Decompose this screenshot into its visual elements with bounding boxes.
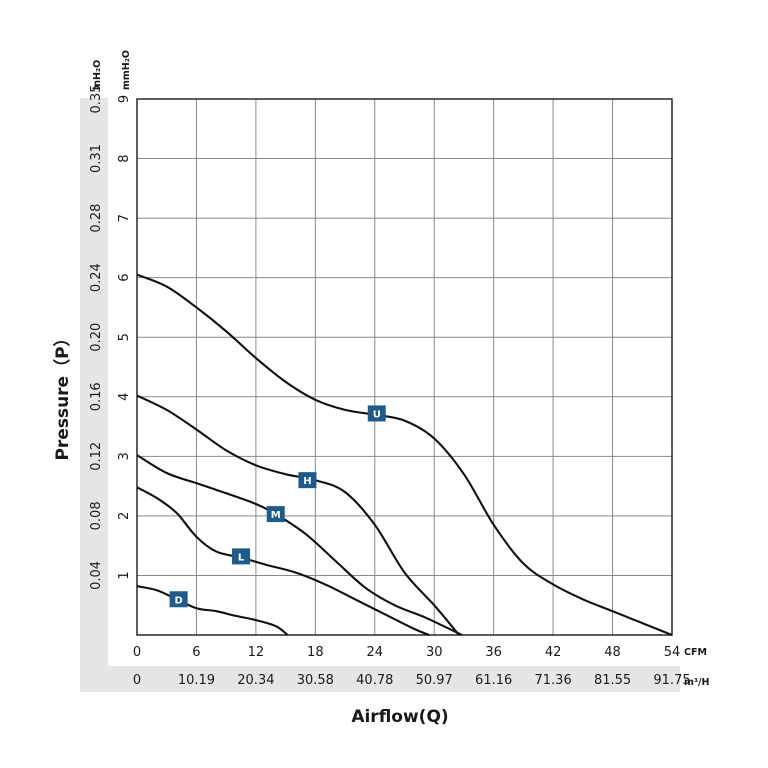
curve-labels: U H M L D xyxy=(169,405,386,608)
y-unit-primary: mmH₂O xyxy=(121,50,132,90)
curve-label-u: U xyxy=(367,405,386,422)
curve-label-text: M xyxy=(271,510,281,521)
x-tick-label: 42 xyxy=(545,645,562,660)
curve-label-text: D xyxy=(174,595,182,606)
x-tick-label: 24 xyxy=(367,645,384,660)
y-unit-secondary: inH₂O xyxy=(92,60,103,90)
y-axis-band xyxy=(80,98,108,692)
x-secondary-tick-label: 71.36 xyxy=(535,673,572,688)
y-tick-label: 7 xyxy=(117,214,132,222)
x-secondary-tick-label: 10.19 xyxy=(178,673,215,688)
curve-l xyxy=(136,486,430,636)
x-secondary-tick-label: 91.75 xyxy=(653,673,690,688)
y-secondary-tick-label: 0.28 xyxy=(89,204,104,233)
performance-curves xyxy=(136,273,673,636)
x-secondary-tick-label: 20.34 xyxy=(237,673,274,688)
y-tick-label: 2 xyxy=(117,512,132,520)
x-secondary-tick-label: 0 xyxy=(133,673,141,688)
curve-label-box xyxy=(232,548,251,565)
y-tick-label: 3 xyxy=(117,452,132,460)
curve-label-box xyxy=(169,591,188,608)
x-unit-secondary: m³/H xyxy=(684,677,710,688)
x-tick-label: 0 xyxy=(133,645,141,660)
x-axis-title: Airflow(Q) xyxy=(351,707,448,727)
curve-u xyxy=(136,273,673,636)
x-secondary-tick-label: 30.58 xyxy=(297,673,334,688)
y-secondary-tick-label: 0.31 xyxy=(89,144,104,173)
y-tick-labels: 1 2 3 4 5 6 7 8 9 xyxy=(117,95,132,580)
curve-label-box xyxy=(367,405,386,422)
curve-label-box xyxy=(266,506,285,523)
y-tick-label: 9 xyxy=(117,95,132,103)
curve-label-box xyxy=(298,472,317,489)
y-secondary-tick-labels: 0.04 0.08 0.12 0.16 0.20 0.24 0.28 0.31 0.35 xyxy=(89,85,104,590)
x-tick-label: 36 xyxy=(485,645,502,660)
x-tick-label: 6 xyxy=(192,645,200,660)
x-tick-label: 54 xyxy=(664,645,681,660)
x-unit-primary: CFM xyxy=(684,647,707,658)
x-secondary-tick-labels: 0 10.19 20.34 30.58 40.78 50.97 61.16 71.36 81.5… xyxy=(133,673,691,688)
grid xyxy=(137,99,672,635)
curve-m xyxy=(136,454,463,636)
y-tick-label: 6 xyxy=(117,274,132,282)
x-secondary-tick-label: 61.16 xyxy=(475,673,512,688)
y-secondary-tick-label: 0.08 xyxy=(89,501,104,530)
curve-label-d: D xyxy=(169,591,188,608)
x-tick-label: 48 xyxy=(604,645,621,660)
y-secondary-tick-label: 0.35 xyxy=(89,85,104,114)
x-axis-secondary-band xyxy=(80,666,680,692)
curve-d xyxy=(136,585,289,636)
curve-label-text: H xyxy=(303,476,311,487)
y-tick-label: 5 xyxy=(117,333,132,341)
y-secondary-tick-label: 0.04 xyxy=(89,561,104,590)
x-secondary-tick-label: 81.55 xyxy=(594,673,631,688)
curve-label-text: L xyxy=(238,552,245,563)
curve-label-l: L xyxy=(232,548,251,565)
x-tick-label: 18 xyxy=(307,645,324,660)
y-tick-label: 4 xyxy=(117,393,132,401)
plot-frame xyxy=(136,98,673,636)
x-tick-label: 12 xyxy=(248,645,265,660)
y-axis-title: Pressure（P） xyxy=(52,329,73,460)
x-tick-labels: 0 6 12 18 24 30 36 42 48 54 xyxy=(133,645,680,660)
y-secondary-tick-label: 0.16 xyxy=(89,382,104,411)
curve-label-text: U xyxy=(373,409,381,420)
curve-label-h: H xyxy=(298,472,317,489)
y-secondary-tick-label: 0.12 xyxy=(89,442,104,471)
y-secondary-tick-label: 0.24 xyxy=(89,263,104,292)
curve-label-m: M xyxy=(266,506,285,523)
x-secondary-tick-label: 50.97 xyxy=(416,673,453,688)
x-tick-label: 30 xyxy=(426,645,443,660)
y-tick-label: 1 xyxy=(117,571,132,579)
y-tick-label: 8 xyxy=(117,154,132,162)
y-secondary-tick-label: 0.20 xyxy=(89,323,104,352)
x-secondary-tick-label: 40.78 xyxy=(356,673,393,688)
